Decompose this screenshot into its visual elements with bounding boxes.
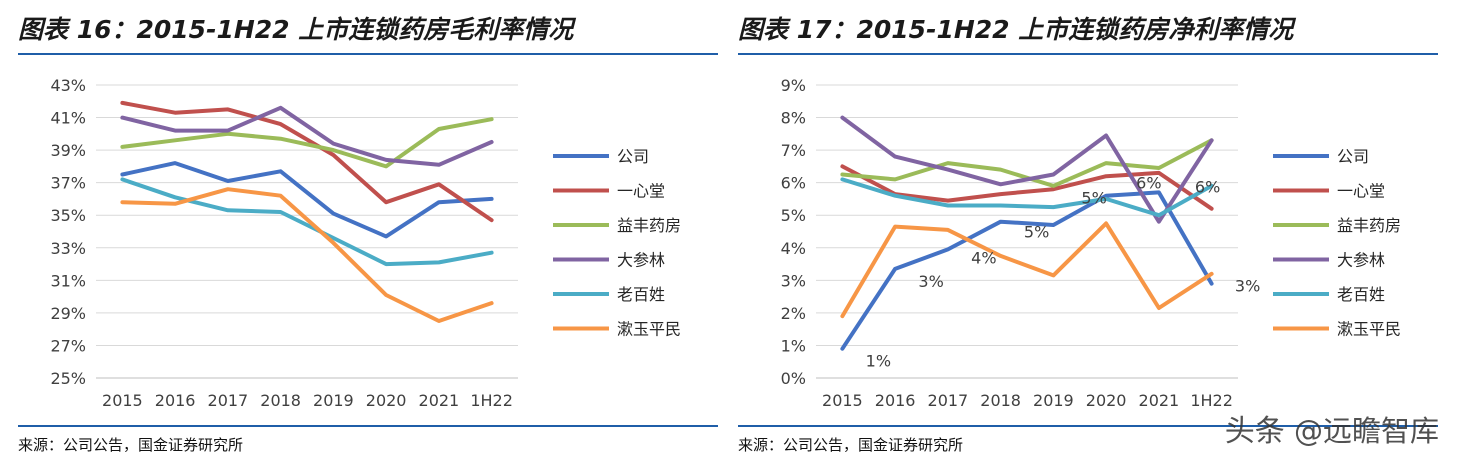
source-note: 来源：公司公告，国金证券研究所 [738, 436, 964, 454]
y-tick-label: 3% [781, 271, 806, 290]
x-tick-label: 2015 [822, 391, 863, 410]
x-tick-label: 2019 [1033, 391, 1074, 410]
x-tick-label: 2019 [313, 391, 354, 410]
y-tick-label: 6% [781, 174, 806, 193]
series-line [840, 164, 1214, 211]
legend-label: 一心堂 [617, 182, 665, 201]
legend-label: 公司 [617, 147, 649, 166]
series-line [840, 115, 1214, 224]
data-label: 3% [918, 272, 943, 291]
figure-title: 图表 17：2015-1H22 上市连锁药房净利率情况 [738, 15, 1294, 44]
title-divider [18, 53, 718, 55]
legend-label: 大参林 [617, 251, 665, 270]
y-tick-label: 8% [781, 109, 806, 128]
legend-label: 漱玉平民 [617, 320, 681, 339]
x-tick-label: 2020 [366, 391, 407, 410]
source-divider [738, 425, 1438, 427]
y-tick-label: 41% [50, 109, 86, 128]
y-tick-label: 4% [781, 239, 806, 258]
figure-panel-net-margin: 图表 17：2015-1H22 上市连锁药房净利率情况 0% 1% 2% 3% 4% 5%… [738, 0, 1438, 465]
x-tick-label: 2016 [875, 391, 916, 410]
x-tick-label: 2018 [980, 391, 1021, 410]
data-label: 6% [1195, 177, 1220, 196]
x-tick-label: 1H22 [1190, 391, 1233, 410]
series-line [120, 187, 494, 323]
y-tick-label: 33% [50, 239, 86, 258]
series-line [840, 221, 1214, 319]
y-tick-label: 25% [50, 369, 86, 388]
x-tick-label: 2017 [208, 391, 249, 410]
y-tick-label: 0% [781, 369, 806, 388]
y-tick-label: 7% [781, 141, 806, 160]
y-tick-label: 27% [50, 336, 86, 355]
data-label: 1% [866, 352, 891, 371]
net-margin-line-chart: 0% 1% 2% 3% 4% 5% 6% 7% 8% 9% 2015 2016 2017 2018 2019… [781, 76, 1401, 410]
x-tick-label: 2020 [1086, 391, 1127, 410]
gross-margin-line-chart: 25% 27% 29% 31% 33% 35% 37% 39% 41% 43% 2015 2016 20… [50, 76, 681, 410]
legend-label: 老百姓 [617, 285, 665, 304]
x-tick-label: 2018 [260, 391, 301, 410]
series-line [120, 100, 494, 223]
watermark: 头条 @远瞻智库 [1225, 406, 1439, 456]
data-label: 5% [1024, 223, 1049, 242]
y-tick-label: 5% [781, 206, 806, 225]
x-tick-label: 2015 [102, 391, 143, 410]
toutiao-logo-icon: 头条 [1224, 414, 1285, 449]
legend-label: 一心堂 [1337, 182, 1385, 201]
x-tick-label: 1H22 [470, 391, 513, 410]
legend-label: 大参林 [1337, 251, 1385, 270]
title-divider [738, 53, 1438, 55]
figure-panel-gross-margin: 图表 16：2015-1H22 上市连锁药房毛利率情况 25% 27% 29% 31%… [18, 0, 718, 465]
data-label: 3% [1235, 277, 1260, 296]
data-label: 4% [971, 248, 996, 267]
x-tick-label: 2021 [419, 391, 460, 410]
series-line [840, 190, 1214, 351]
y-tick-label: 35% [50, 206, 86, 225]
y-tick-label: 31% [50, 271, 86, 290]
x-tick-label: 2016 [155, 391, 196, 410]
legend-label: 老百姓 [1337, 285, 1385, 304]
legend-label: 公司 [1337, 147, 1369, 166]
legend-label: 益丰药房 [1337, 216, 1401, 235]
figure-title: 图表 16：2015-1H22 上市连锁药房毛利率情况 [18, 15, 574, 44]
x-tick-label: 2017 [928, 391, 969, 410]
y-tick-label: 1% [781, 336, 806, 355]
watermark-text: @远瞻智库 [1293, 414, 1439, 448]
y-tick-label: 9% [781, 76, 806, 95]
series-line [120, 161, 494, 239]
y-tick-label: 39% [50, 141, 86, 160]
series-line [840, 177, 1214, 218]
data-label: 6% [1136, 173, 1161, 192]
legend-label: 益丰药房 [617, 216, 681, 235]
data-label: 5% [1081, 189, 1106, 208]
y-tick-label: 37% [50, 174, 86, 193]
y-tick-label: 29% [50, 304, 86, 323]
x-tick-label: 2021 [1139, 391, 1180, 410]
legend-label: 漱玉平民 [1337, 320, 1401, 339]
source-note: 来源：公司公告，国金证券研究所 [18, 436, 244, 454]
series-line [120, 117, 494, 169]
y-tick-label: 43% [50, 76, 86, 95]
series-line [120, 105, 494, 167]
y-tick-label: 2% [781, 304, 806, 323]
source-divider [18, 425, 718, 427]
